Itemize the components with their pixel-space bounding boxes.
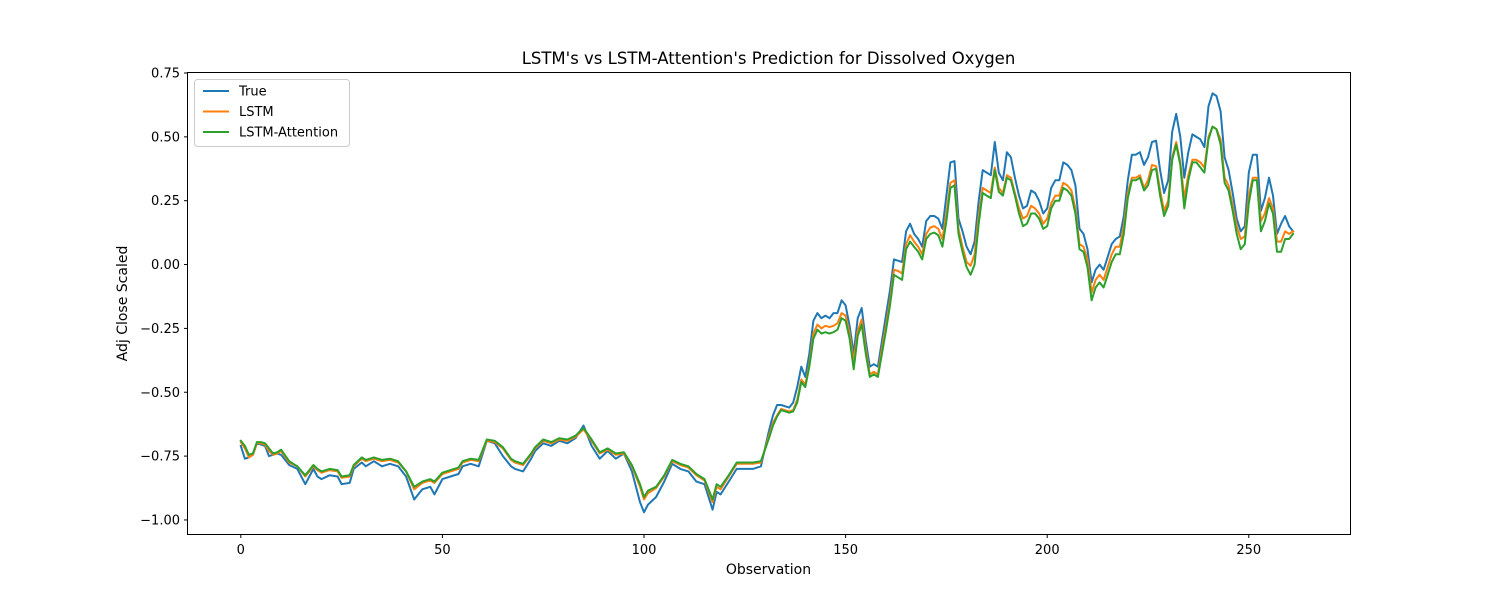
legend-label: LSTM: [239, 105, 274, 120]
series-line-0: [239, 92, 1295, 514]
x-tick-label: 0: [237, 543, 245, 558]
y-axis-title: Adj Close Scaled: [115, 246, 131, 362]
chart-title: LSTM's vs LSTM-Attention's Prediction fo…: [522, 49, 1016, 68]
x-tick-label: 100: [632, 543, 657, 558]
x-tick-label: 150: [833, 543, 858, 558]
x-axis: 0 50 100 150 200 250: [237, 534, 1261, 558]
x-tick-label: 250: [1236, 543, 1261, 558]
y-tick-label: −0.75: [140, 450, 180, 465]
y-axis: −1.00 −0.75 −0.50 −0.25 0.00 0.25 0.50 0.75: [140, 67, 188, 528]
y-tick-label: 0.00: [151, 258, 180, 273]
y-tick-label: −1.00: [140, 513, 180, 528]
legend: True LSTM LSTM-Attention: [194, 79, 350, 147]
y-tick-label: 0.50: [151, 130, 180, 145]
y-tick-label: 0.25: [151, 194, 180, 209]
legend-box: [194, 79, 350, 147]
y-tick-label: −0.25: [140, 322, 180, 337]
y-tick-label: 0.75: [151, 67, 180, 82]
x-tick-label: 50: [434, 543, 451, 558]
x-axis-title: Observation: [726, 562, 811, 578]
plot-area: [239, 92, 1295, 514]
series-line-2: [239, 125, 1295, 501]
x-tick-label: 200: [1035, 543, 1060, 558]
legend-label: LSTM-Attention: [239, 126, 338, 141]
y-tick-label: −0.50: [140, 386, 180, 401]
legend-label: True: [238, 85, 267, 100]
plot-frame: [187, 72, 1351, 535]
